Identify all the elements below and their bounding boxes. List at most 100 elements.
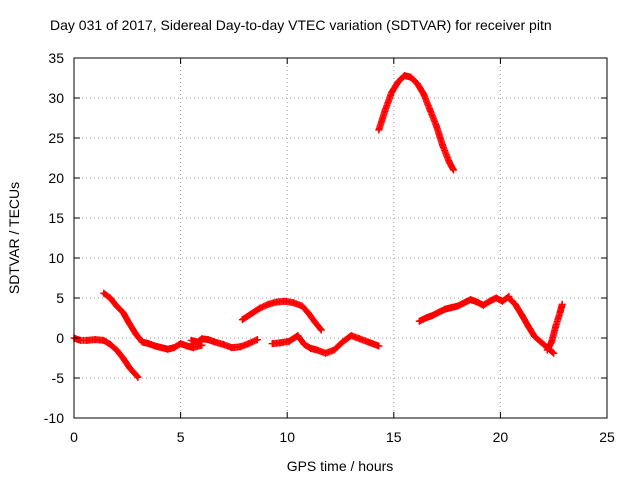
y-axis-title: SDTVAR / TECUs [6, 182, 22, 294]
series-arc-9 [543, 300, 566, 354]
data-point [119, 308, 127, 316]
data-point [550, 349, 558, 357]
grid [74, 58, 607, 418]
data-point [548, 338, 556, 346]
y-tick-label: 10 [48, 250, 64, 266]
data-point [428, 312, 436, 320]
y-tick-label: 25 [48, 130, 64, 146]
data-point [394, 78, 402, 86]
y-tick-label: -10 [44, 410, 64, 426]
data-point [125, 364, 133, 372]
data-point [134, 373, 142, 381]
y-tick-label: 35 [48, 50, 64, 66]
data-point [511, 300, 519, 308]
data-point [132, 330, 140, 338]
data-point [531, 332, 539, 340]
y-tick-label: 5 [56, 290, 64, 306]
data-point [106, 294, 114, 302]
data-point [558, 300, 566, 308]
data-point [400, 72, 408, 80]
y-tick-label: 20 [48, 170, 64, 186]
data-point [388, 88, 396, 96]
y-tick-label: -5 [52, 370, 65, 386]
data-point [439, 142, 447, 150]
data-point [454, 302, 462, 310]
data-point [449, 166, 457, 174]
x-tick-label: 0 [70, 429, 78, 445]
data-point [537, 338, 545, 346]
data-point [420, 90, 428, 98]
data-point [441, 305, 449, 313]
data-point [119, 354, 127, 362]
axis-ticks: 0 5 10 15 20 25 -10 -5 0 5 10 15 20 25 30 35 [44, 50, 615, 445]
data-point [505, 294, 513, 302]
data-point [556, 308, 564, 316]
data-point [375, 342, 383, 350]
data-point [375, 126, 383, 134]
data-point [187, 336, 195, 344]
data-point [422, 314, 430, 322]
data-point [194, 338, 202, 346]
data-point [445, 158, 453, 166]
data-point [211, 338, 219, 346]
data-point [492, 294, 500, 302]
data-point [281, 297, 289, 305]
data-point [264, 300, 272, 308]
data-point [228, 344, 236, 352]
data-point [305, 309, 313, 317]
data-point [253, 336, 261, 344]
data-point [189, 344, 197, 352]
data-point [415, 317, 423, 325]
data-point [317, 326, 325, 334]
series-arc-4 [238, 297, 325, 334]
data-point [145, 340, 153, 348]
x-tick-label: 10 [279, 429, 295, 445]
data-point [407, 73, 415, 81]
data-point [255, 304, 263, 312]
data-point [219, 340, 227, 348]
data-point [236, 343, 244, 351]
data-point [300, 340, 308, 348]
data-point [294, 332, 302, 340]
data-point [268, 340, 276, 348]
data-point [106, 340, 114, 348]
data-point [543, 346, 551, 354]
x-tick-label: 5 [177, 429, 185, 445]
data-point [285, 337, 293, 345]
y-tick-label: 30 [48, 90, 64, 106]
data-point [125, 320, 133, 328]
data-point [91, 336, 99, 344]
data-point [339, 338, 347, 346]
data-point [364, 338, 372, 346]
data-point [198, 341, 206, 349]
data-point [298, 302, 306, 310]
data-point [273, 298, 281, 306]
series-arc-6 [375, 72, 457, 174]
x-tick-label: 25 [599, 429, 615, 445]
data-point [277, 339, 285, 347]
data-point [198, 335, 206, 343]
data-point [100, 289, 108, 297]
y-tick-label: 0 [56, 330, 64, 346]
data-point [130, 368, 138, 376]
series-arc-3 [187, 335, 261, 352]
data-point [322, 349, 330, 357]
data-point [479, 301, 487, 309]
series-arc-2 [100, 289, 206, 353]
x-tick-label: 15 [386, 429, 402, 445]
series-arc-7 [415, 292, 513, 325]
data-point [157, 344, 165, 352]
data-point [467, 296, 475, 304]
data-point [76, 336, 84, 344]
data-point [311, 318, 319, 326]
data-point [138, 338, 146, 346]
data-point [518, 311, 526, 319]
data-point [307, 344, 315, 352]
x-tick-label: 20 [493, 429, 509, 445]
data-point [247, 310, 255, 318]
data-point [113, 346, 121, 354]
data-point [347, 332, 355, 340]
data-points [70, 72, 566, 381]
